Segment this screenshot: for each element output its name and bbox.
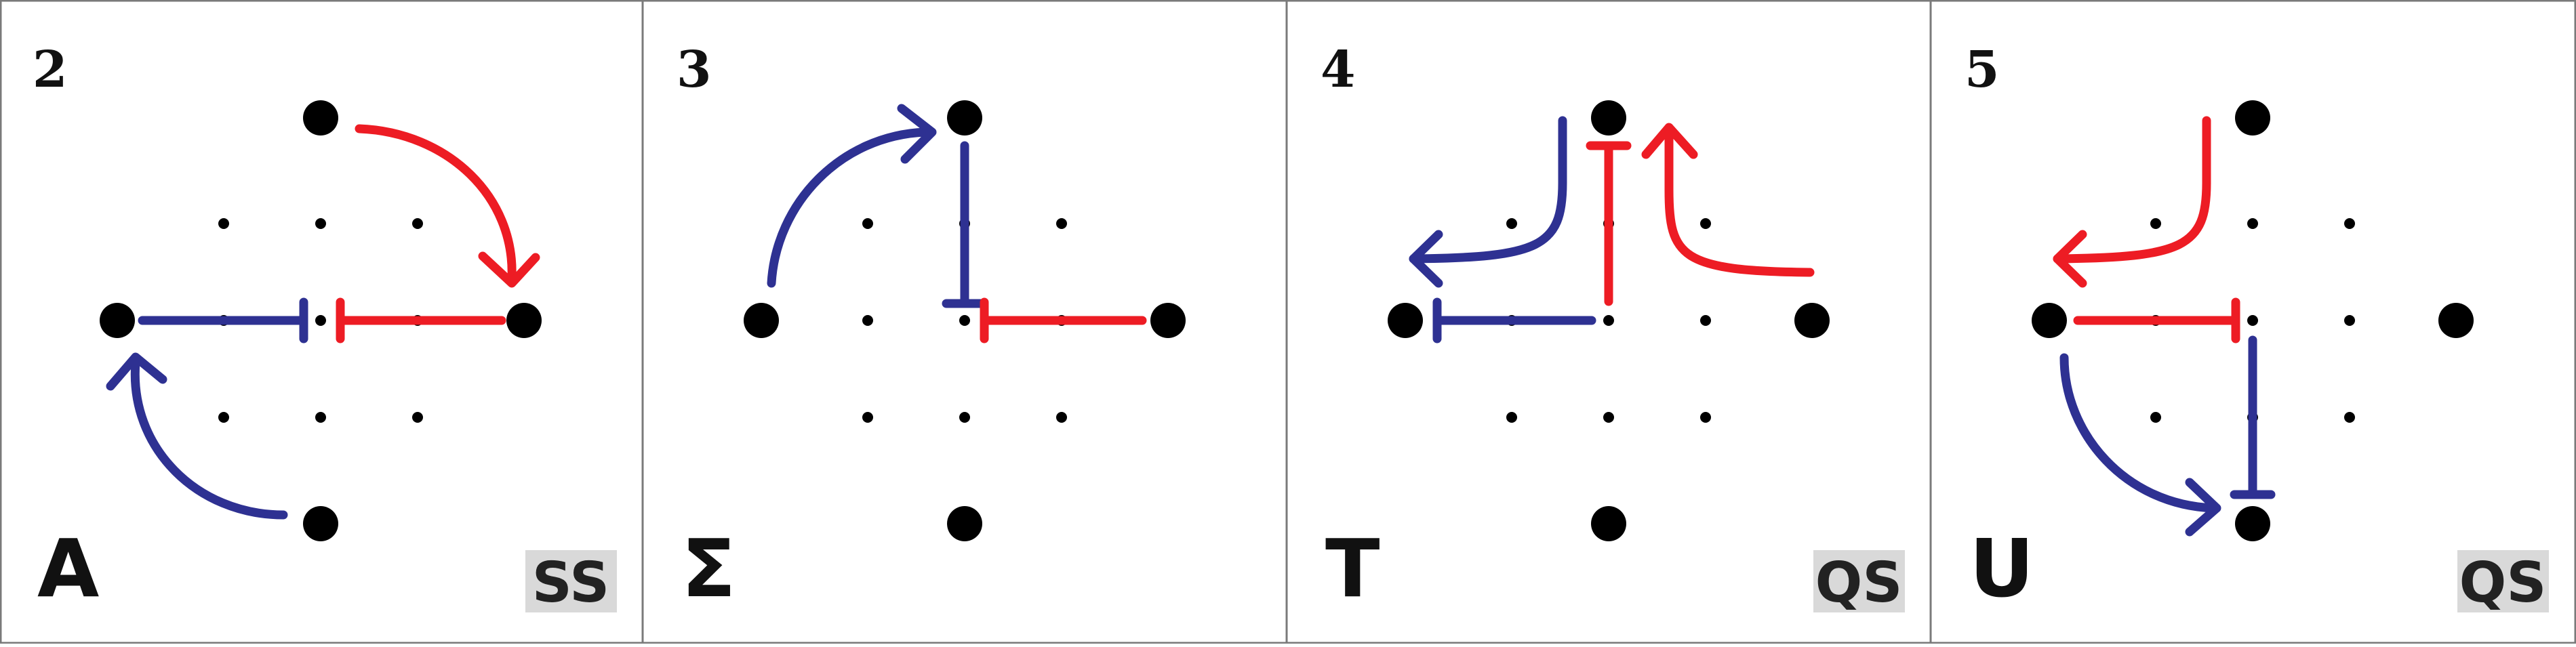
panel-number: 4 xyxy=(1321,41,1356,99)
blue-blocked-arrow xyxy=(138,297,308,343)
badge-label: QS xyxy=(1815,551,1903,615)
panel-4: 4 T QS xyxy=(1321,41,1905,615)
red-arrowhead xyxy=(1641,123,1698,159)
panel-letter: A xyxy=(37,522,99,615)
panel-5: 5 U QS xyxy=(1965,41,2549,615)
red-hook-arrow xyxy=(1664,127,1815,277)
panel-3: 3 Σ xyxy=(677,41,1186,615)
panel-number: 3 xyxy=(677,41,712,99)
red-curved-arrow xyxy=(355,124,517,283)
panel-letter: T xyxy=(1325,522,1380,615)
panel-letter: Σ xyxy=(681,522,736,615)
blue-arrowhead xyxy=(2185,478,2221,537)
blue-blocked-arrow xyxy=(1432,297,1596,343)
badge-background xyxy=(525,550,617,612)
red-blocked-arrow xyxy=(980,297,1147,343)
panel-number: 5 xyxy=(1965,41,2000,99)
badge-background xyxy=(1813,550,1905,612)
panel-letter: U xyxy=(1969,522,2034,615)
red-arrowhead xyxy=(478,251,540,288)
blue-hook-arrow xyxy=(1409,116,1567,264)
blue-curved-arrow xyxy=(2059,353,2218,513)
red-blocked-arrow xyxy=(1586,141,1632,306)
panel-number: 2 xyxy=(33,41,68,99)
panel-2: 2 A SS xyxy=(33,41,617,615)
badge-background xyxy=(2457,550,2549,612)
red-blocked-arrow xyxy=(2073,297,2240,343)
red-hook-arrow xyxy=(2053,116,2211,264)
blue-arrowhead xyxy=(1409,230,1443,288)
blue-arrowhead xyxy=(897,104,937,164)
badge-label: QS xyxy=(2459,551,2547,615)
blue-curved-arrow xyxy=(767,127,930,288)
blue-blocked-arrow xyxy=(2230,335,2276,499)
badge-label: SS xyxy=(532,551,609,615)
red-blocked-arrow xyxy=(336,297,506,343)
blue-blocked-arrow xyxy=(942,141,988,308)
blue-arrowhead xyxy=(106,352,167,391)
red-arrowhead xyxy=(2053,230,2087,288)
blue-curved-arrow xyxy=(130,358,288,520)
